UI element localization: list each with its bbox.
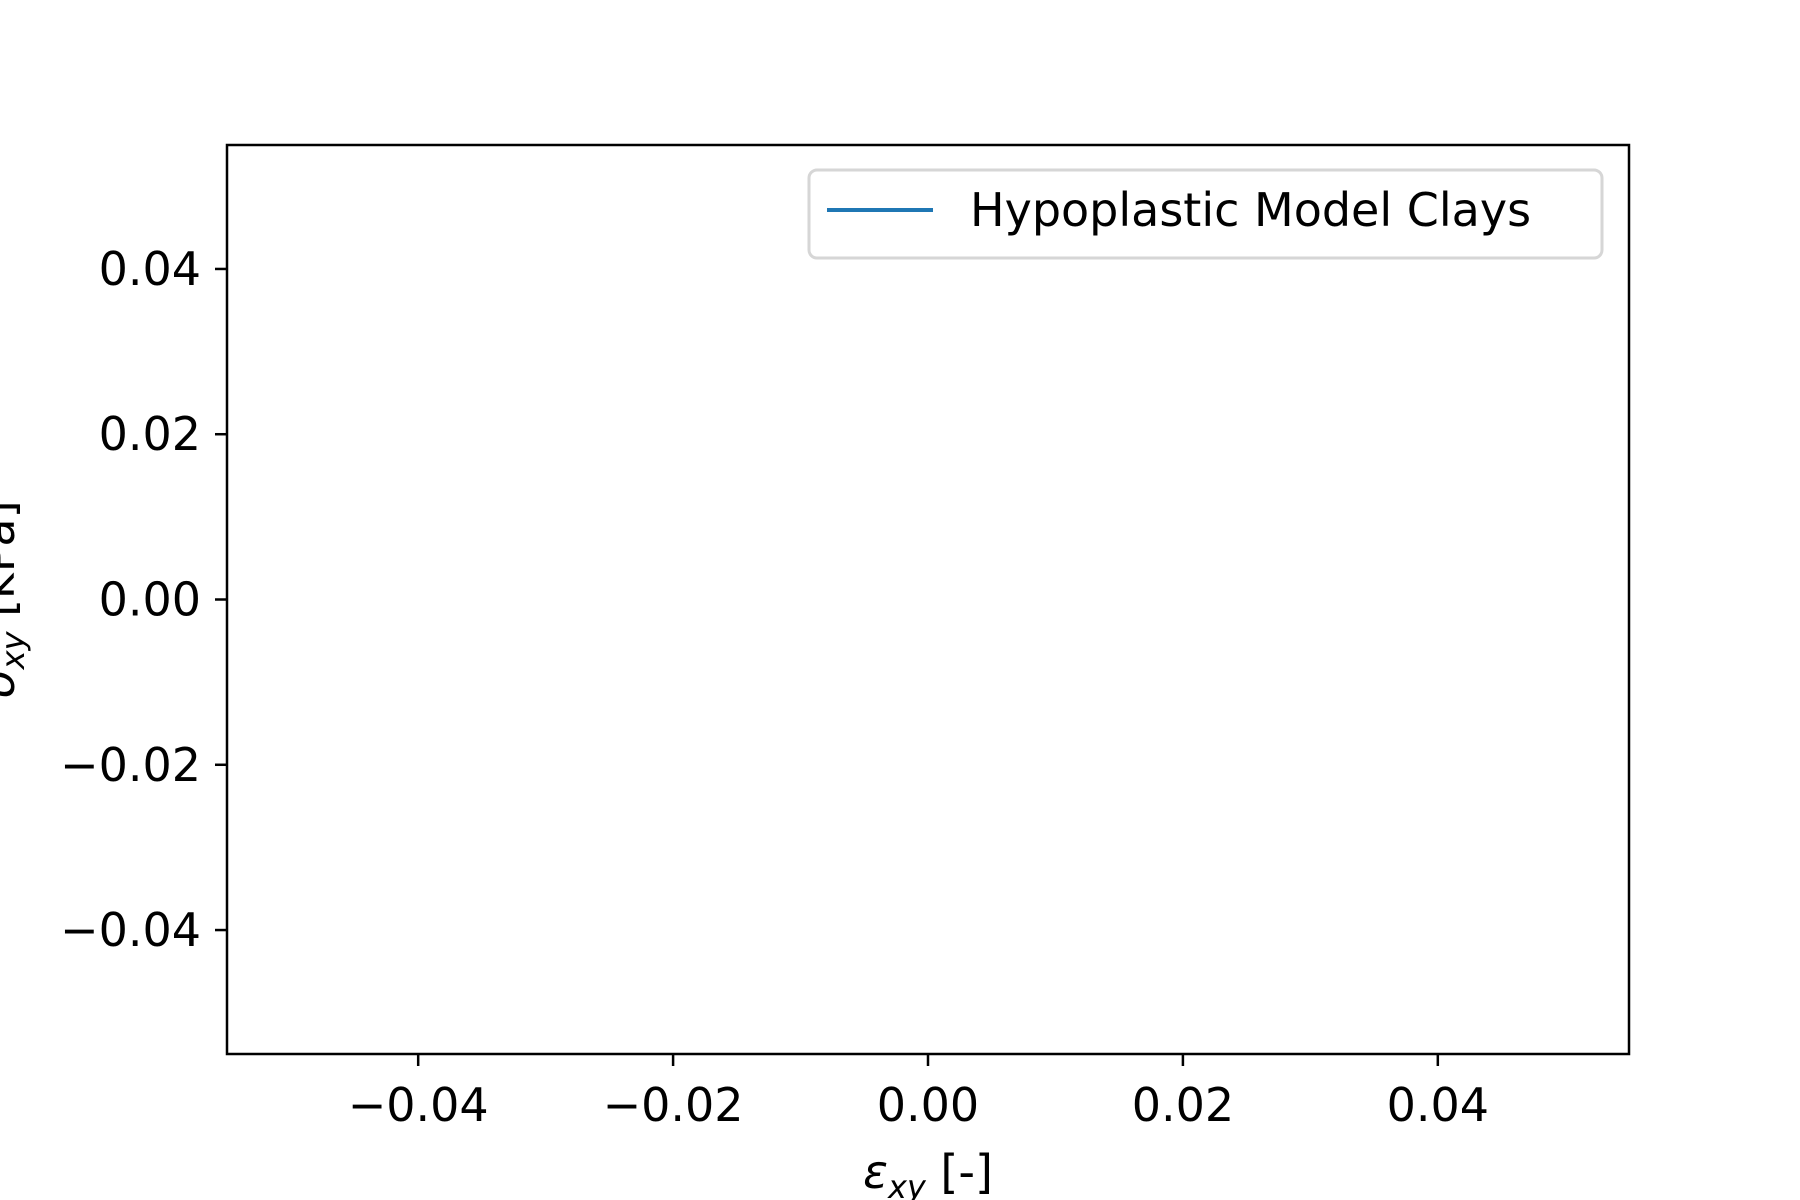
legend-entry-label: Hypoplastic Model Clays bbox=[970, 183, 1531, 237]
x-tick-label: −0.04 bbox=[348, 1078, 489, 1132]
y-axis-label-unit: [kPa] bbox=[0, 500, 25, 631]
legend-box bbox=[807, 168, 1604, 260]
x-axis-label: εxy [-] bbox=[863, 1145, 993, 1200]
x-axis-label-symbol: ε bbox=[863, 1145, 888, 1199]
x-axis-ticks: −0.04 −0.02 0.00 0.02 0.04 bbox=[348, 1054, 1489, 1132]
y-axis-label-subscript: xy bbox=[0, 630, 32, 670]
y-tick-label: 0.04 bbox=[99, 242, 201, 296]
x-axis-label-subscript: xy bbox=[887, 1168, 927, 1200]
x-tick-label: 0.02 bbox=[1132, 1078, 1234, 1132]
x-tick-label: −0.02 bbox=[603, 1078, 744, 1132]
y-tick-label: 0.00 bbox=[99, 573, 201, 627]
y-axis-label-symbol: σ bbox=[0, 668, 25, 699]
x-tick-label: 0.04 bbox=[1387, 1078, 1489, 1132]
y-tick-label: 0.02 bbox=[99, 407, 201, 461]
y-axis-label: σxy [kPa] bbox=[0, 500, 32, 698]
y-axis-ticks: 0.04 0.02 0.00 −0.02 −0.04 bbox=[60, 242, 227, 957]
legend: Hypoplastic Model Clays bbox=[807, 168, 1604, 260]
y-tick-label: −0.04 bbox=[60, 903, 201, 957]
x-axis-label-unit: [-] bbox=[926, 1145, 993, 1199]
x-tick-label: 0.00 bbox=[877, 1078, 979, 1132]
plot-area-frame bbox=[225, 143, 1631, 1056]
y-tick-label: −0.02 bbox=[60, 738, 201, 792]
